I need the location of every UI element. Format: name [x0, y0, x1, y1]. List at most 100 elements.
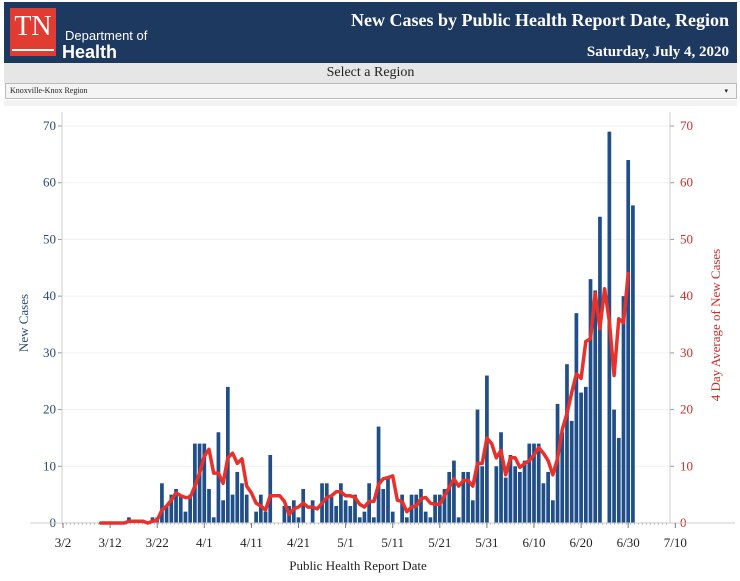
- y2-tick-label: 60: [680, 175, 693, 190]
- bar: [225, 386, 230, 523]
- y2-tick-label: 70: [680, 118, 693, 133]
- bar: [560, 432, 565, 523]
- bar: [466, 471, 470, 523]
- x-tick-label: 3/2: [55, 535, 72, 550]
- region-filter-label: Select a Region: [4, 63, 737, 83]
- bar: [390, 511, 395, 523]
- x-tick-label: 5/1: [337, 535, 354, 550]
- bar: [452, 460, 456, 523]
- bar: [381, 488, 386, 523]
- y-tick-label: 60: [43, 175, 56, 190]
- bar: [574, 313, 579, 523]
- bar: [230, 494, 235, 523]
- bar: [310, 500, 315, 523]
- y-tick-label: 20: [43, 402, 56, 417]
- bar: [456, 517, 461, 523]
- chevron-down-icon[interactable]: ▾: [724, 87, 728, 95]
- x-tick-label: 5/31: [475, 535, 498, 550]
- y-tick-label: 40: [43, 288, 56, 303]
- bar: [631, 205, 635, 523]
- header-banner: TN Department of Health New Cases by Pub…: [4, 2, 737, 63]
- y2-axis-label: 4 Day Average of New Cases: [708, 249, 723, 401]
- y-tick-label: 10: [43, 458, 56, 473]
- bar: [522, 460, 527, 523]
- bar: [569, 420, 574, 523]
- y-tick-label: 70: [43, 118, 56, 133]
- x-tick-label: 3/22: [146, 535, 169, 550]
- bar: [442, 488, 447, 523]
- x-tick-label: 6/20: [570, 535, 593, 550]
- bar: [404, 517, 409, 523]
- bar: [583, 386, 588, 523]
- tn-logo: TN: [10, 8, 56, 56]
- bar: [211, 517, 216, 523]
- bar: [536, 443, 541, 523]
- bar: [183, 511, 188, 523]
- x-tick-label: 7/10: [664, 535, 687, 550]
- divider: [4, 100, 737, 106]
- y-tick-label: 50: [43, 231, 56, 246]
- x-tick-label: 3/12: [99, 535, 122, 550]
- bar: [244, 494, 249, 523]
- page-title: New Cases by Public Health Report Date, …: [351, 10, 729, 30]
- logo-health-text: Health: [62, 42, 118, 62]
- bar: [612, 409, 616, 523]
- bar: [621, 296, 626, 523]
- average-line: [98, 271, 630, 525]
- bar: [258, 494, 263, 523]
- bar: [546, 471, 550, 523]
- bar: [254, 511, 258, 523]
- bar: [447, 471, 452, 523]
- bar: [376, 426, 381, 523]
- bar: [339, 483, 343, 523]
- bar: [334, 505, 339, 523]
- y-tick-label: 30: [43, 345, 56, 360]
- bar: [386, 477, 390, 523]
- bar: [301, 488, 306, 523]
- bar: [423, 511, 428, 523]
- bar: [268, 454, 273, 523]
- bar: [499, 432, 503, 523]
- bar: [324, 483, 329, 523]
- logo-department-text: Department of: [65, 28, 148, 43]
- x-axis-label: Public Health Report Date: [289, 558, 427, 573]
- bar: [235, 471, 240, 523]
- bar: [372, 517, 376, 523]
- bar: [579, 392, 583, 523]
- region-select-value: Knoxville-Knox Region: [10, 86, 88, 95]
- bar: [343, 500, 348, 523]
- bar: [508, 454, 513, 523]
- bar: [513, 466, 518, 523]
- bar: [437, 494, 442, 523]
- bar: [164, 505, 169, 523]
- x-tick-label: 4/1: [196, 535, 213, 550]
- bar: [263, 511, 268, 523]
- y2-tick-label: 50: [680, 231, 693, 246]
- bar: [593, 290, 598, 523]
- x-tick-label: 5/11: [381, 535, 404, 550]
- region-select[interactable]: Knoxville-Knox Region ▾: [5, 83, 737, 99]
- bar: [221, 500, 225, 523]
- bar: [461, 471, 466, 523]
- bar: [178, 494, 183, 523]
- bar: [202, 443, 207, 523]
- bar: [216, 432, 221, 523]
- bar: [400, 494, 404, 523]
- bar: [188, 494, 193, 523]
- bar: [428, 517, 433, 523]
- bar: [357, 517, 362, 523]
- bar: [329, 494, 334, 523]
- y2-tick-label: 10: [680, 458, 693, 473]
- bar: [348, 505, 353, 523]
- x-tick-label: 5/21: [428, 535, 451, 550]
- logo-underline: [12, 49, 54, 51]
- bar: [518, 471, 522, 523]
- bar: [419, 488, 423, 523]
- y2-tick-label: 20: [680, 402, 693, 417]
- bar: [527, 443, 532, 523]
- bar: [353, 494, 357, 523]
- x-tick-label: 6/10: [522, 535, 545, 550]
- bar: [197, 443, 202, 523]
- bar: [470, 500, 475, 523]
- bar: [174, 488, 178, 523]
